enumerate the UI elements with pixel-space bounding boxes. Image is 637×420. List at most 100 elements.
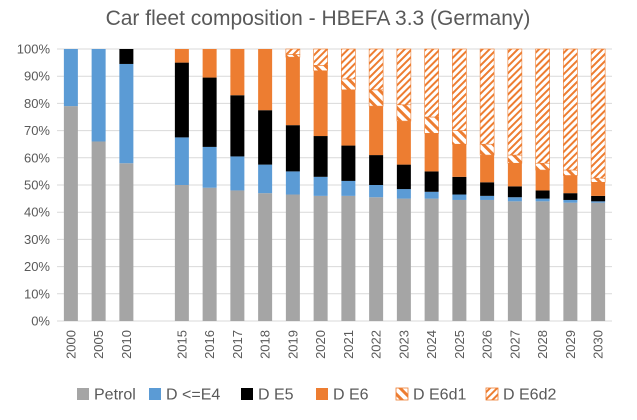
x-tick-label: 2017 <box>230 330 245 359</box>
bar-segment <box>507 163 522 187</box>
bar-segment <box>535 201 550 321</box>
x-tick-label: 2027 <box>507 330 522 359</box>
bar-segment <box>591 202 606 321</box>
bar-segment <box>591 182 606 196</box>
x-tick-label: 2029 <box>563 330 578 359</box>
bar-segment <box>119 163 134 321</box>
bar-segment <box>341 89 356 146</box>
bar-segment <box>313 136 328 177</box>
y-tick-label: 40% <box>24 205 50 220</box>
x-tick-label: 2025 <box>452 330 467 359</box>
bar-segment <box>313 48 328 66</box>
y-tick-label: 70% <box>24 123 50 138</box>
bar-segment <box>507 48 523 156</box>
bar-segment <box>480 182 495 196</box>
bar-segment <box>535 170 550 191</box>
x-tick-label: 2023 <box>396 330 411 359</box>
y-tick-label: 0% <box>31 314 50 329</box>
bar-segment <box>174 185 189 321</box>
bar-segment <box>119 49 134 64</box>
bar-segment <box>202 187 217 321</box>
bar-segment <box>91 141 106 321</box>
bar-segment <box>285 48 301 55</box>
x-tick-label: 2022 <box>369 330 384 359</box>
chart-title: Car fleet composition - HBEFA 3.3 (Germa… <box>106 7 531 30</box>
bar-segment <box>452 194 467 200</box>
legend-swatch <box>241 388 253 400</box>
bar-segment <box>480 199 495 321</box>
bar-segment <box>258 164 273 194</box>
bar-segment <box>452 48 467 131</box>
bar-segment <box>174 62 189 138</box>
legend-label: D E6d1 <box>413 387 466 404</box>
legend-label: D E6d2 <box>503 387 556 404</box>
bar-segment <box>230 49 245 96</box>
bar-segment <box>396 164 411 190</box>
bar-segment <box>480 195 495 200</box>
y-tick-label: 60% <box>24 150 50 165</box>
bar-segment <box>563 169 578 176</box>
x-tick-label: 2015 <box>174 330 189 359</box>
bar-segment <box>396 104 412 122</box>
bar-segment <box>63 49 78 107</box>
bar-segment <box>341 48 356 80</box>
bar-segment <box>369 106 384 156</box>
legend-label: D E6 <box>333 387 369 404</box>
bar-segment <box>313 65 328 72</box>
y-tick-label: 90% <box>24 69 50 84</box>
bar-segment <box>396 189 411 199</box>
bar-segment <box>258 49 273 111</box>
bar-segment <box>507 186 522 198</box>
bar-segment <box>369 155 384 185</box>
y-axis-ticks: 0% 10% 20% 30% 40% 50% 60% 70% 80% 90% 100% <box>17 42 51 329</box>
x-tick-label: 2024 <box>424 330 439 359</box>
y-tick-label: 100% <box>17 42 51 57</box>
bar-segment <box>230 95 245 157</box>
bar-segment <box>563 48 578 171</box>
bar-segment <box>202 77 217 147</box>
bar-segment <box>285 171 300 195</box>
bar-segment <box>535 190 550 199</box>
bar-segment <box>452 144 467 177</box>
x-tick-label: 2019 <box>285 330 300 359</box>
bar-segment <box>369 197 384 321</box>
x-tick-label: 2020 <box>313 330 328 359</box>
bar-segment <box>368 48 384 91</box>
legend-swatch <box>395 387 409 401</box>
y-tick-label: 50% <box>24 178 50 193</box>
legend: Petrol D <=E4 D E5 D E6 D E6d1 D E6d2 <box>77 387 556 404</box>
bar-segment <box>285 194 300 321</box>
bar-segment <box>563 202 578 321</box>
legend-label: D E5 <box>258 387 294 404</box>
bar-segment <box>341 195 356 321</box>
bar-segment <box>563 175 578 194</box>
x-tick-label: 2016 <box>202 330 217 359</box>
x-tick-label: 2010 <box>119 330 134 359</box>
bar-segment <box>424 191 439 199</box>
x-tick-label: 2021 <box>341 330 356 359</box>
bar-segment <box>479 143 495 156</box>
bar-segment <box>507 197 522 202</box>
bar-segment <box>590 48 606 179</box>
bar-segment <box>174 137 189 185</box>
bar-segment <box>424 133 439 172</box>
bar-segment <box>507 154 523 164</box>
y-tick-label: 30% <box>24 232 50 247</box>
bar-segment <box>452 176 467 195</box>
y-tick-label: 20% <box>24 259 50 274</box>
legend-swatch <box>149 388 161 400</box>
bar-segment <box>424 116 439 134</box>
bar-segment <box>396 48 412 106</box>
bar-segment <box>202 146 217 188</box>
bar-segment <box>563 199 578 203</box>
x-tick-label: 2005 <box>91 330 106 359</box>
x-tick-label: 2026 <box>480 330 495 359</box>
bar-segment <box>341 145 356 181</box>
bar-segment <box>258 193 273 321</box>
bar-segment <box>507 201 522 321</box>
bar-segment <box>313 176 328 196</box>
bar-segment <box>230 156 245 191</box>
bar-segment <box>396 198 411 321</box>
x-axis-ticks: 2000 2005 2010 2015 2016 2017 2018 2019 2020 2021… <box>63 330 605 359</box>
